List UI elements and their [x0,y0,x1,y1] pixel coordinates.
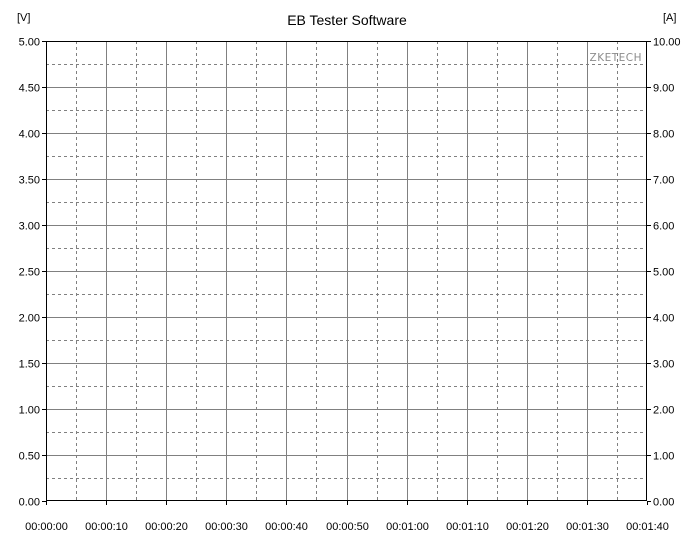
right-y-tick-label: 0.00 [653,497,674,509]
x-tick-label: 00:01:30 [566,521,609,533]
right-y-tick-label: 9.00 [653,83,674,95]
right-y-tick-label: 10.00 [653,37,681,49]
left-y-tick-label: 0.00 [19,497,40,509]
right-y-tick-label: 6.00 [653,221,674,233]
right-y-tick-label: 8.00 [653,129,674,141]
left-y-tick-label: 2.50 [19,267,40,279]
plot-border [46,41,647,501]
left-y-tick-label: 1.00 [19,405,40,417]
left-y-tick-label: 4.00 [19,129,40,141]
right-y-tick-label: 5.00 [653,267,674,279]
chart-title: EB Tester Software [287,12,407,28]
right-y-tick-label: 1.00 [653,451,674,463]
left-y-tick-label: 5.00 [19,37,40,49]
left-y-tick-label: 0.50 [19,451,40,463]
zketech-watermark: ZKETECH [590,52,643,64]
right-y-tick-label: 7.00 [653,175,674,187]
x-tick-label: 00:00:00 [25,521,68,533]
axes [42,41,651,505]
x-tick-label: 00:01:40 [626,521,669,533]
x-tick-label: 00:01:10 [446,521,489,533]
left-y-tick-label: 4.50 [19,83,40,95]
left-y-tick-label: 1.50 [19,359,40,371]
x-tick-label: 00:00:10 [85,521,128,533]
x-tick-label: 00:00:40 [265,521,308,533]
x-tick-label: 00:00:50 [326,521,369,533]
tick-labels: 0.00 0.50 1.00 1.50 2.00 2.50 3.00 3.50 4.00 4.50… [19,37,681,534]
x-tick-label: 00:01:00 [386,521,429,533]
x-tick-label: 00:00:30 [205,521,248,533]
left-axis-unit-label: [V] [17,12,30,24]
right-axis-unit-label: [A] [663,12,676,24]
x-tick-label: 00:00:20 [145,521,188,533]
left-y-tick-label: 2.00 [19,313,40,325]
right-y-tick-label: 2.00 [653,405,674,417]
right-y-tick-label: 3.00 [653,359,674,371]
grid [46,41,647,501]
left-y-tick-label: 3.50 [19,175,40,187]
x-tick-label: 00:01:20 [506,521,549,533]
left-y-tick-label: 3.00 [19,221,40,233]
right-y-tick-label: 4.00 [653,313,674,325]
